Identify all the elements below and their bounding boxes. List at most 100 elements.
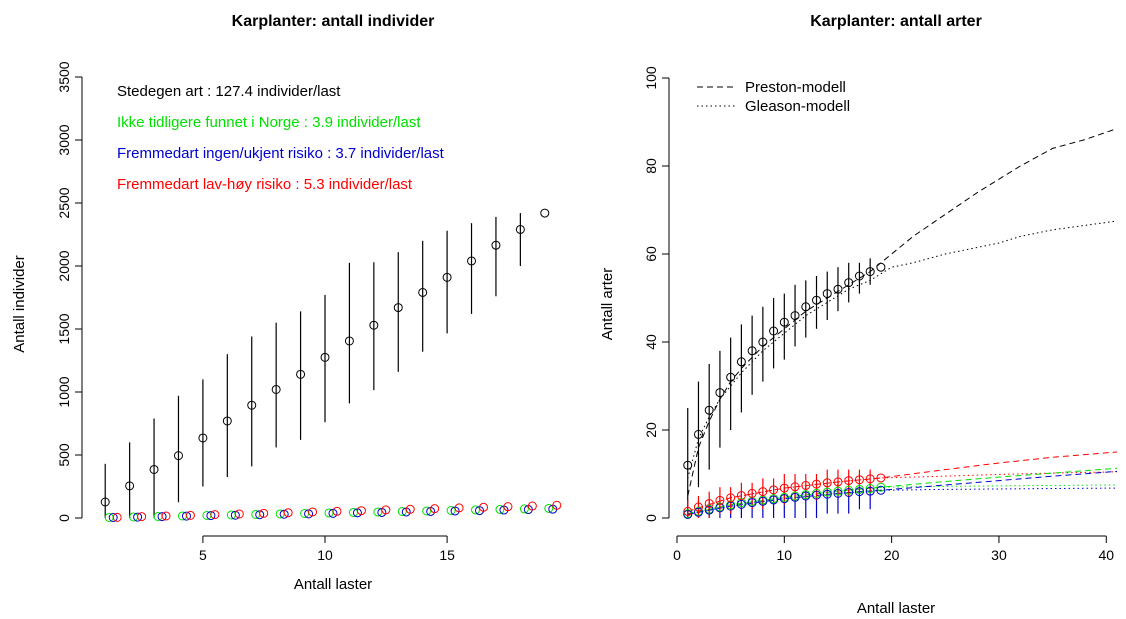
- data-point: [304, 509, 314, 519]
- data-point: [865, 267, 875, 277]
- data-point: [747, 498, 757, 508]
- data-point: [100, 497, 110, 507]
- data-point: [790, 311, 800, 321]
- chart-right: Karplanter: antall arter Antall laster A…: [599, 13, 1118, 617]
- error-bars: [687, 258, 871, 518]
- data-point: [210, 510, 220, 520]
- data-point: [369, 320, 379, 330]
- data-point: [704, 498, 714, 508]
- chart-left: Karplanter: antall individer Antall last…: [11, 13, 562, 593]
- data-point: [693, 502, 703, 512]
- y-tick-label: 100: [643, 66, 659, 90]
- data-point: [393, 303, 403, 313]
- data-point: [137, 512, 147, 522]
- data-point: [801, 480, 811, 490]
- data-point: [876, 485, 886, 495]
- data-point: [471, 505, 481, 515]
- data-point: [405, 504, 415, 514]
- data-point: [758, 496, 768, 506]
- data-point: [736, 499, 746, 509]
- y-tick-label: 3500: [56, 61, 72, 92]
- legend-entry: Fremmedart ingen/ukjent risiko : 3.7 ind…: [117, 145, 445, 162]
- data-point: [515, 224, 525, 234]
- data-point: [865, 474, 875, 484]
- y-tick-label: 80: [643, 158, 659, 174]
- data-point: [726, 493, 736, 503]
- data-point: [271, 384, 281, 394]
- data-point: [704, 405, 714, 415]
- data-point: [833, 486, 843, 496]
- data-point: [552, 500, 562, 510]
- data-point: [779, 494, 789, 504]
- data-point: [519, 504, 529, 514]
- data-point: [442, 272, 452, 282]
- data-point: [833, 477, 843, 487]
- data-point: [822, 487, 832, 497]
- legend-entry: Stedegen art : 127.4 individer/last: [117, 83, 341, 100]
- data-point: [844, 487, 854, 497]
- data-point: [736, 491, 746, 501]
- data-point: [279, 509, 289, 519]
- data-point: [418, 287, 428, 297]
- data-point: [844, 278, 854, 288]
- data-point: [173, 451, 183, 461]
- data-point: [356, 506, 366, 516]
- data-point: [854, 475, 864, 485]
- data-point: [206, 511, 216, 521]
- model-curve-gleason: [687, 487, 1118, 515]
- axes: 5 10 15 0 500 1000 1500 2000 2500 3000 3500: [56, 61, 455, 563]
- data-point: [833, 284, 843, 294]
- y-tick-label: 60: [643, 246, 659, 262]
- data-point: [876, 473, 886, 483]
- data-point: [758, 487, 768, 497]
- x-tick-label: 5: [199, 547, 207, 563]
- data-point: [467, 256, 477, 266]
- data-point: [430, 504, 440, 514]
- x-tick-label: 20: [884, 547, 900, 563]
- data-point: [822, 478, 832, 488]
- legend-entry: Preston-modell: [745, 79, 846, 96]
- legend-entry: Ikke tidligere funnet i Norge : 3.9 indi…: [117, 114, 421, 131]
- data-point: [876, 262, 886, 272]
- y-tick-label: 40: [643, 334, 659, 350]
- data-point: [844, 476, 854, 486]
- data-point: [736, 357, 746, 367]
- data-point: [769, 485, 779, 495]
- data-point: [161, 511, 171, 521]
- x-tick-label: 0: [673, 547, 681, 563]
- data-point: [454, 503, 464, 513]
- data-point: [779, 483, 789, 493]
- legend-entry: Gleason-modell: [745, 98, 850, 115]
- data-point: [812, 479, 822, 489]
- data-point: [296, 369, 306, 379]
- axes: 0 10 20 30 40 0 20 40 60 80 100: [643, 66, 1114, 563]
- data-point: [844, 485, 854, 495]
- data-points: [683, 262, 886, 519]
- data-point: [181, 511, 191, 521]
- data-point: [758, 337, 768, 347]
- data-point: [854, 487, 864, 497]
- data-point: [683, 509, 693, 519]
- y-tick-label: 1500: [56, 313, 72, 344]
- data-points: [100, 208, 562, 522]
- error-bars: [104, 213, 521, 518]
- chart-title: Karplanter: antall arter: [810, 13, 982, 30]
- data-point: [683, 460, 693, 470]
- data-point: [833, 488, 843, 498]
- data-point: [495, 504, 505, 514]
- data-point: [344, 336, 354, 346]
- data-point: [876, 482, 886, 492]
- data-point: [540, 208, 550, 218]
- data-point: [234, 509, 244, 519]
- data-point: [198, 433, 208, 443]
- data-point: [527, 501, 537, 511]
- x-tick-label: 10: [777, 547, 793, 563]
- x-tick-label: 15: [439, 547, 455, 563]
- x-tick-label: 40: [1098, 547, 1114, 563]
- data-point: [769, 326, 779, 336]
- y-tick-label: 1000: [56, 376, 72, 407]
- data-point: [332, 506, 342, 516]
- data-point: [715, 503, 725, 513]
- y-axis-label: Antall arter: [599, 268, 616, 341]
